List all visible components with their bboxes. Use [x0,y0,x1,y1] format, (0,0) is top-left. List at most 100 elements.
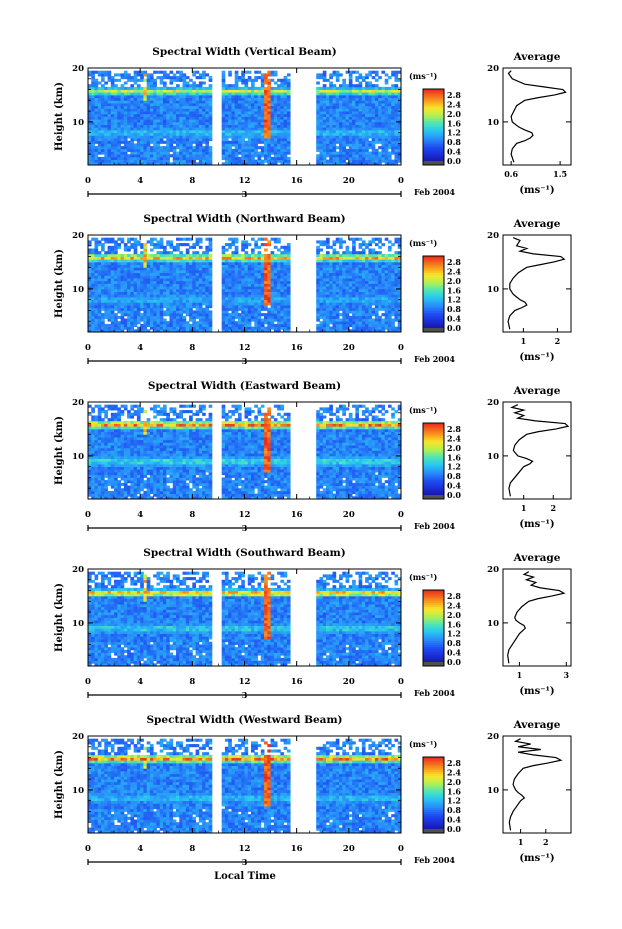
profile-title: Average [513,218,561,230]
panel-title: Spectral Width (Vertical Beam) [152,46,336,58]
y-tick-label: 10 [72,619,84,629]
x-tick-label: 0 [398,844,404,854]
colorbar-tick-label: 0.0 [447,490,461,500]
x-tick-label: 20 [343,176,355,186]
profile-title: Average [513,51,561,63]
profile-frame [502,735,572,834]
colorbar-tick-label: 2.4 [447,600,461,610]
profile-frame [502,67,572,166]
colorbar: 2.82.42.01.61.20.80.40.0 [422,422,461,500]
date-marker: 3 [242,857,248,867]
y-axis-label: Height (km) [54,416,65,485]
x-tick-label: 8 [189,677,195,687]
profile-title: Average [513,719,561,731]
colorbar-tick-label: 2.0 [447,109,461,119]
heatmap-cells [88,404,402,500]
x-tick-label: 0 [398,677,404,687]
x-tick-label: 0 [85,176,91,186]
heatmap-cells [88,70,402,166]
colorbar-tick-label: 2.8 [447,257,461,267]
y-tick-label: 20 [72,565,84,575]
colorbar-tick-label: 0.0 [447,657,461,667]
y-tick-label: 10 [72,452,84,462]
y-tick-label: 20 [72,732,84,742]
colorbar-tick-label: 0.0 [447,824,461,834]
colorbar-tick-label: 1.2 [447,128,461,138]
panel-title: Spectral Width (Northward Beam) [143,213,345,225]
x-tick-label: 16 [291,510,303,520]
x-tick-label: 0 [398,510,404,520]
colorbar-tick-label: 0.8 [447,471,461,481]
profile-x-tick-label: 0.6 [504,169,518,179]
colorbar-tick-label: 0.4 [447,147,461,157]
average-profile: Average 20 10 0.6 1.5 (ms⁻¹) [487,51,572,196]
date-label: Feb 2004 [414,688,455,698]
profile-y-tick-label: 10 [487,786,499,796]
colorbar-tick-label: 1.2 [447,629,461,639]
colorbar-tick-label: 2.0 [447,443,461,453]
profile-frame [502,568,572,667]
date-marker: 3 [242,690,248,700]
colorbar-tick-label: 1.2 [447,796,461,806]
profile-x-tick-label: 2 [550,503,556,513]
profile-y-tick-label: 10 [487,452,499,462]
colorbar-unit: (ms⁻¹) [409,71,437,81]
colorbar-tick-label: 2.0 [447,777,461,787]
colorbar-tick-label: 1.6 [447,452,461,462]
colorbar-tick-label: 0.4 [447,314,461,324]
y-tick-label: 10 [72,786,84,796]
x-tick-label: 20 [343,343,355,353]
x-tick-label: 4 [137,677,143,687]
profile-x-tick-label: 1 [517,670,523,680]
colorbar-tick-label: 1.6 [447,619,461,629]
colorbar-tick-label: 0.8 [447,137,461,147]
x-tick-label: 8 [189,176,195,186]
x-tick-label: 16 [291,844,303,854]
date-marker: 3 [242,356,248,366]
colorbar-tick-label: 2.0 [447,610,461,620]
colorbar: 2.82.42.01.61.20.80.40.0 [422,756,461,834]
x-tick-label: 12 [239,343,251,353]
x-tick-label: 16 [291,176,303,186]
x-tick-label: 4 [137,343,143,353]
profile-x-tick-label: 3 [564,670,570,680]
profile-line [507,571,566,664]
colorbar-tick-label: 0.4 [447,481,461,491]
profile-frame [502,401,572,500]
profile-x-unit: (ms⁻¹) [519,853,554,864]
profile-x-tick-label: 2 [543,837,549,847]
x-tick-label: 0 [85,343,91,353]
colorbar-unit: (ms⁻¹) [409,572,437,582]
colorbar-unit: (ms⁻¹) [409,739,437,749]
profile-line [507,237,566,330]
date-label: Feb 2004 [414,187,455,197]
profile-y-tick-label: 10 [487,285,499,295]
y-axis-label: Height (km) [54,750,65,819]
colorbar-tick-label: 2.4 [447,433,461,443]
panel-title: Spectral Width (Westward Beam) [146,714,342,726]
y-axis-label: Height (km) [54,82,65,151]
date-label: Feb 2004 [414,521,455,531]
profile-x-tick-label: 2 [555,336,561,346]
profile-title: Average [513,385,561,397]
heatmap-cells [88,738,402,834]
profile-line [508,404,570,497]
x-tick-label: 20 [343,677,355,687]
colorbar-unit: (ms⁻¹) [409,405,437,415]
colorbar-tick-label: 1.6 [447,786,461,796]
x-tick-label: 0 [398,176,404,186]
profile-y-tick-label: 10 [487,118,499,128]
profile-x-unit: (ms⁻¹) [519,352,554,363]
x-tick-label: 4 [137,176,143,186]
colorbar-tick-label: 2.8 [447,591,461,601]
y-tick-label: 20 [72,398,84,408]
panel-2: Spectral Width (Northward Beam)2010Heigh… [54,213,572,366]
x-tick-label: 12 [239,176,251,186]
date-label: Feb 2004 [414,855,455,865]
x-tick-label: 12 [239,844,251,854]
colorbar-tick-label: 2.0 [447,276,461,286]
profile-y-tick-label: 20 [487,231,499,241]
profile-line [508,738,563,831]
average-profile: Average 20 10 1 2 (ms⁻¹) [487,385,572,530]
